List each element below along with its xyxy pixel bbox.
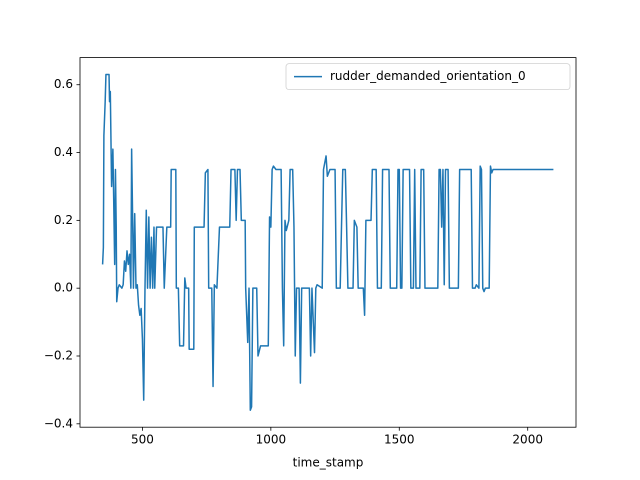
- y-tick-label: 0.0: [54, 281, 73, 295]
- y-tick-label: −0.2: [44, 348, 73, 362]
- data-line: [101, 73, 554, 411]
- legend-label: rudder_demanded_orientation_0: [330, 69, 526, 83]
- x-tick-label: 1000: [256, 433, 287, 447]
- y-tick-label: 0.2: [54, 213, 73, 227]
- x-tick-label: 1500: [384, 433, 415, 447]
- x-tick-label: 2000: [512, 433, 543, 447]
- legend-box: [285, 63, 571, 90]
- y-tick-label: 0.4: [54, 145, 73, 159]
- plot-frame: [79, 57, 577, 428]
- x-tick-label: 500: [131, 433, 154, 447]
- x-axis-label: time_stamp: [293, 456, 364, 470]
- y-tick-label: −0.4: [44, 416, 73, 430]
- y-tick-label: 0.6: [54, 77, 73, 91]
